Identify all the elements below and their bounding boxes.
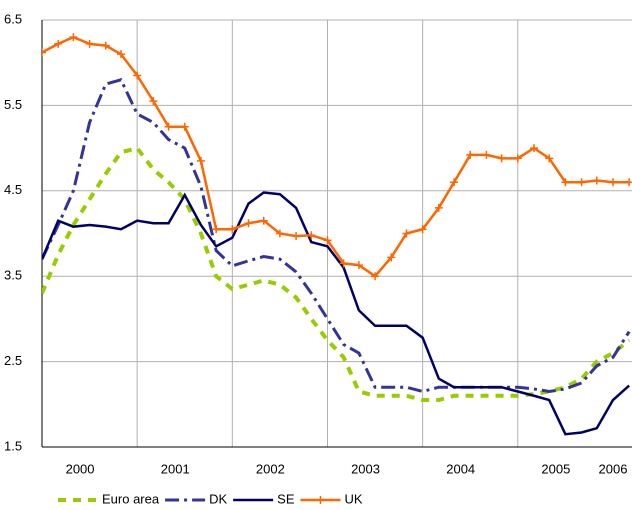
marker bbox=[54, 39, 63, 48]
marker bbox=[180, 122, 189, 131]
marker bbox=[387, 253, 396, 262]
marker bbox=[292, 232, 301, 241]
marker bbox=[69, 33, 78, 42]
y-tick-label: 2.5 bbox=[4, 353, 22, 368]
x-tick-label: 2006 bbox=[599, 461, 628, 476]
x-tick-label: 2001 bbox=[161, 461, 190, 476]
marker bbox=[466, 150, 475, 159]
marker bbox=[149, 97, 158, 106]
marker bbox=[244, 219, 253, 228]
marker bbox=[561, 178, 570, 187]
x-tick-label: 2005 bbox=[541, 461, 570, 476]
marker bbox=[482, 150, 491, 159]
marker bbox=[450, 178, 459, 187]
x-tick-label: 2004 bbox=[446, 461, 475, 476]
marker bbox=[275, 229, 284, 238]
legend-label: Euro area bbox=[102, 491, 160, 506]
marker bbox=[133, 71, 142, 80]
marker bbox=[85, 39, 94, 48]
x-tick-label: 2002 bbox=[256, 461, 285, 476]
grid bbox=[42, 19, 632, 448]
marker bbox=[371, 272, 380, 281]
marker bbox=[101, 41, 110, 50]
y-tick-label: 4.5 bbox=[4, 182, 22, 197]
y-tick-label: 6.5 bbox=[4, 11, 22, 26]
x-tick-label: 2000 bbox=[66, 461, 95, 476]
series-line bbox=[42, 191, 630, 436]
legend-label: UK bbox=[345, 491, 363, 506]
marker bbox=[164, 122, 173, 131]
y-tick-label: 3.5 bbox=[4, 268, 22, 283]
legend-label: SE bbox=[277, 491, 295, 506]
marker bbox=[592, 176, 601, 185]
marker bbox=[545, 154, 554, 163]
marker bbox=[196, 156, 205, 165]
marker bbox=[259, 216, 268, 225]
marker bbox=[116, 50, 125, 59]
legend-marker bbox=[316, 496, 325, 504]
legend-label: DK bbox=[209, 491, 227, 506]
marker bbox=[42, 48, 46, 57]
y-tick-label: 1.5 bbox=[4, 438, 22, 453]
marker bbox=[228, 225, 237, 234]
marker bbox=[625, 178, 632, 187]
series-line bbox=[42, 35, 630, 278]
marker bbox=[323, 236, 332, 245]
y-tick-label: 5.5 bbox=[4, 97, 22, 112]
marker bbox=[402, 229, 411, 238]
marker bbox=[497, 154, 506, 163]
marker bbox=[307, 231, 316, 240]
marker bbox=[529, 144, 538, 153]
series-line bbox=[42, 145, 631, 403]
x-tick-label: 2003 bbox=[351, 461, 380, 476]
marker bbox=[339, 259, 348, 268]
marker bbox=[577, 178, 586, 187]
marker bbox=[608, 178, 617, 187]
marker bbox=[212, 225, 221, 234]
marker bbox=[434, 203, 443, 212]
series-line bbox=[42, 77, 631, 394]
marker bbox=[418, 225, 427, 234]
marker bbox=[513, 154, 522, 163]
marker bbox=[354, 261, 363, 270]
